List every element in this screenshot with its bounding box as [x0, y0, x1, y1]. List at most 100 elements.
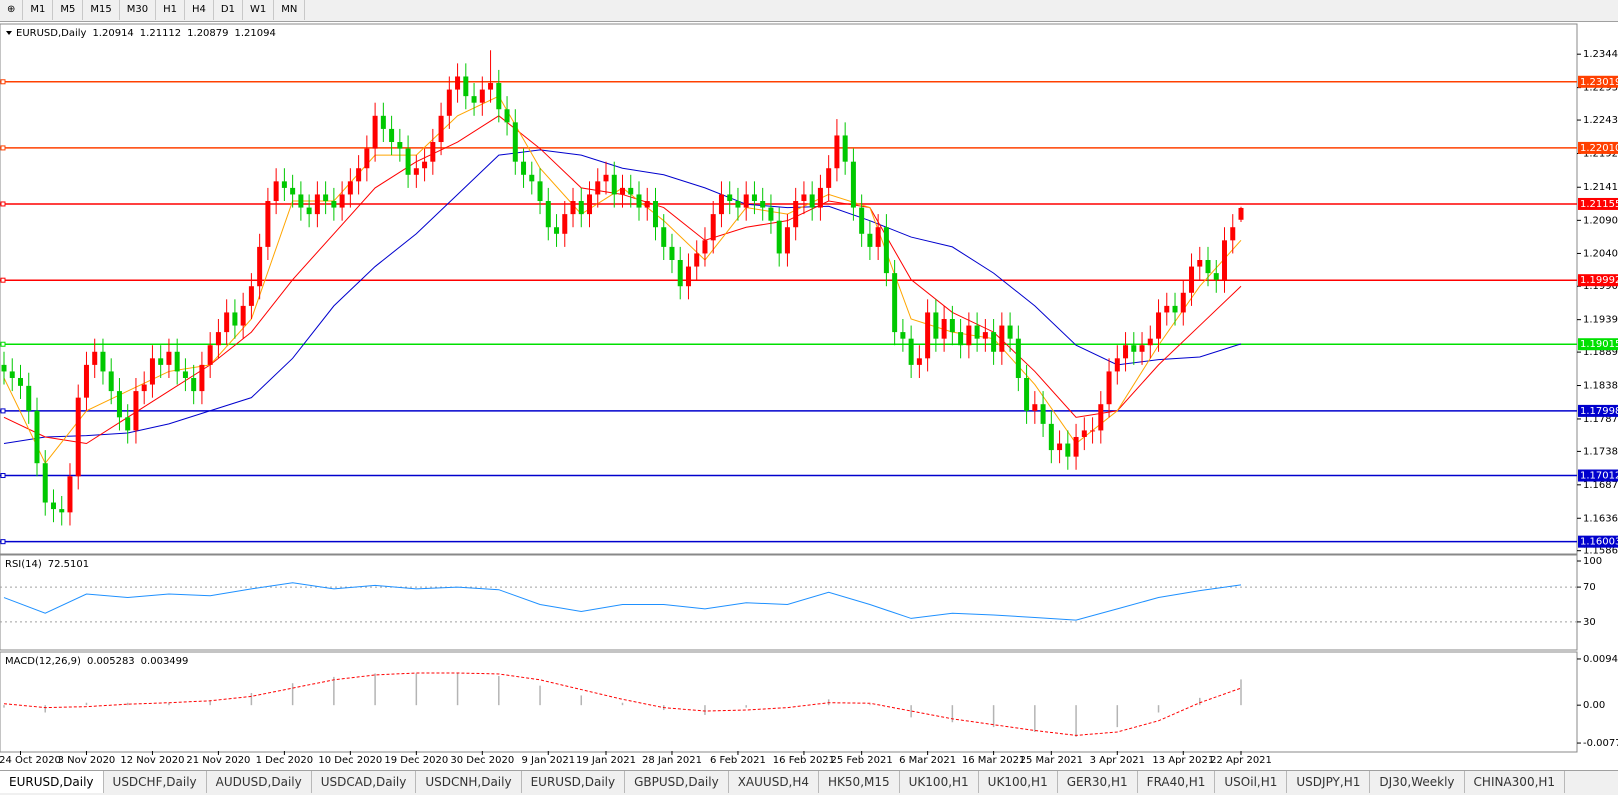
chart-tab[interactable]: XAUUSD,H4 — [729, 771, 820, 793]
y-tick-label: 1.23440 — [1583, 49, 1618, 60]
candle-body — [694, 253, 700, 267]
title-label: RSI(14) — [5, 559, 42, 570]
candle-body — [982, 332, 988, 339]
candle-body — [273, 181, 279, 202]
candle-body — [603, 174, 609, 182]
chart-tab[interactable]: USDJPY,H1 — [1287, 771, 1371, 793]
level-label: 1.16003 — [1580, 537, 1618, 548]
x-tick-label: 13 Apr 2021 — [1152, 755, 1214, 766]
candle-body — [405, 148, 411, 175]
candle-body — [718, 194, 724, 215]
level-anchor — [0, 341, 6, 347]
candle-body — [743, 194, 749, 208]
candle-body — [677, 260, 683, 287]
y-tick-label: 100 — [1583, 556, 1602, 567]
timeframe-button[interactable]: MN — [274, 0, 306, 20]
candle-body — [776, 220, 782, 254]
chart-tab[interactable]: DJ30,Weekly — [1370, 771, 1465, 793]
candle-body — [817, 187, 823, 208]
timeframe-button[interactable]: H1 — [156, 0, 185, 20]
candle-body — [587, 194, 593, 215]
timeframe-button[interactable]: M15 — [83, 0, 120, 20]
y-tick-label: 0.00 — [1583, 700, 1605, 711]
chart-tab[interactable]: GER30,H1 — [1058, 771, 1138, 793]
y-tick-label: 1.17875 — [1583, 414, 1618, 425]
chart-tab[interactable]: USOil,H1 — [1215, 771, 1288, 793]
x-tick-label: 22 Apr 2021 — [1210, 755, 1272, 766]
candle-body — [735, 201, 741, 208]
x-tick-label: 10 Dec 2020 — [318, 755, 382, 766]
candle-body — [389, 128, 395, 143]
candle-body — [859, 207, 865, 234]
title-label: EURUSD,Daily — [16, 28, 87, 39]
candle-body — [661, 227, 667, 247]
chart-tab[interactable]: USDCAD,Daily — [312, 771, 417, 793]
candle-body — [1081, 430, 1087, 437]
candle-body — [199, 364, 205, 392]
chart-tab[interactable]: UK100,H1 — [900, 771, 979, 793]
candle-body — [215, 332, 221, 346]
x-tick-label: 19 Dec 2020 — [384, 755, 448, 766]
chart-tab[interactable]: EURUSD,Daily — [522, 771, 626, 793]
chart-tab[interactable]: HK50,M15 — [819, 771, 900, 793]
x-tick-label: 30 Dec 2020 — [450, 755, 514, 766]
candle-body — [1098, 404, 1104, 431]
timeframe-button[interactable]: M30 — [120, 0, 157, 20]
candle-body — [42, 463, 48, 503]
level-box — [1578, 404, 1618, 417]
chart-tab[interactable]: CHINA300,H1 — [1465, 771, 1566, 793]
chart-tab[interactable]: AUDUSD,Daily — [207, 771, 312, 793]
chart-tab[interactable]: EURUSD,Daily — [0, 771, 104, 793]
x-tick-label: 16 Mar 2021 — [962, 755, 1025, 766]
x-tick-label: 25 Feb 2021 — [831, 755, 893, 766]
candle-body — [644, 201, 650, 208]
candle-body — [59, 509, 65, 513]
candle-body — [1205, 260, 1211, 274]
x-tick-label: 3 Nov 2020 — [58, 755, 116, 766]
toolbar-icon[interactable]: ⊕ — [0, 0, 24, 20]
x-tick-label: 3 Apr 2021 — [1090, 755, 1145, 766]
level-anchor — [0, 473, 6, 479]
candle-body — [1147, 338, 1153, 346]
candle-body — [801, 194, 807, 202]
macd-pane — [0, 651, 1578, 753]
moving-average — [3, 149, 1242, 445]
candle-body — [257, 246, 263, 287]
chart-tab[interactable]: USDCHF,Daily — [104, 771, 207, 793]
candle-body — [347, 181, 353, 195]
y-tick-label: 1.17380 — [1583, 446, 1618, 457]
candle-body — [958, 332, 964, 346]
candle-body — [620, 187, 625, 195]
chart-tab[interactable]: GBPUSD,Daily — [625, 771, 729, 793]
x-tick-label: 24 Oct 2020 — [0, 755, 61, 766]
candle-body — [479, 89, 485, 103]
candle-body — [290, 187, 296, 195]
candle-body — [182, 371, 188, 378]
chart-tab[interactable]: USDCNH,Daily — [416, 771, 522, 793]
pane-title: RSI(14) 72.5101 — [5, 559, 89, 570]
x-tick-label: 9 Jan 2021 — [521, 755, 575, 766]
timeframe-button[interactable]: D1 — [214, 0, 243, 20]
timeframe-button[interactable]: W1 — [243, 0, 275, 20]
level-anchor — [0, 408, 6, 414]
level-box — [1578, 535, 1618, 548]
candle-body — [1213, 273, 1219, 280]
candle-body — [974, 325, 980, 339]
candle-body — [883, 227, 889, 274]
candle-body — [92, 351, 98, 365]
candle-body — [331, 201, 337, 208]
candle-body — [463, 76, 469, 97]
candle-body — [67, 476, 73, 513]
chart-tab[interactable]: UK100,H1 — [979, 771, 1058, 793]
candle-body — [125, 417, 131, 431]
y-tick-label: 1.22435 — [1583, 115, 1618, 126]
candle-body — [496, 83, 502, 110]
collapse-icon[interactable] — [6, 31, 12, 35]
timeframe-button[interactable]: H4 — [185, 0, 214, 20]
timeframe-button[interactable]: M1 — [23, 0, 54, 20]
title-value: 0.003499 — [141, 656, 189, 667]
candle-body — [224, 312, 230, 333]
timeframe-button[interactable]: M5 — [53, 0, 84, 20]
chart-tab[interactable]: FRA40,H1 — [1138, 771, 1216, 793]
level-box — [1578, 197, 1618, 210]
